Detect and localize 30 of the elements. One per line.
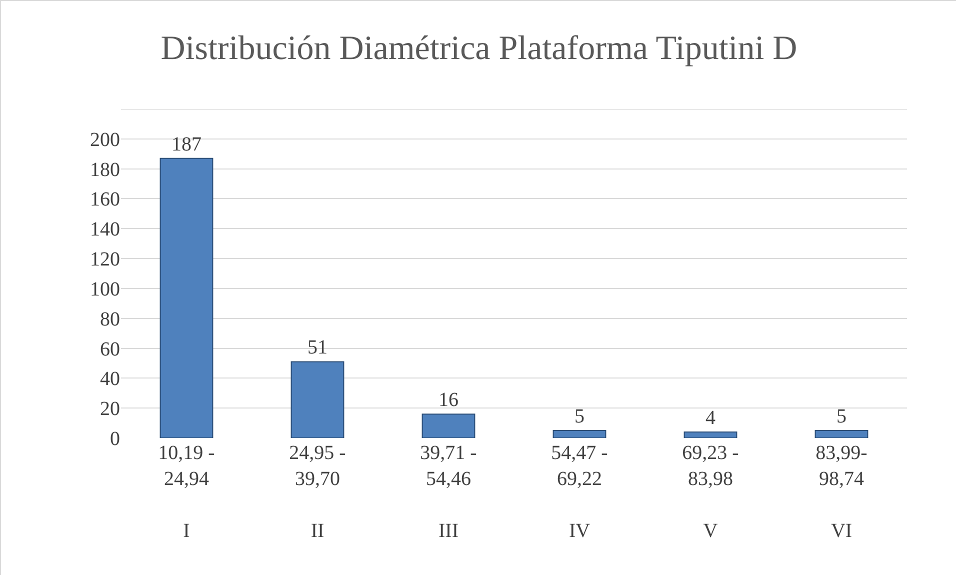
y-tick-label: 180	[90, 158, 120, 181]
y-tick-label: 80	[100, 308, 120, 330]
bar	[684, 432, 738, 438]
y-tick-label: 60	[100, 338, 120, 360]
y-tick-label: 20	[100, 398, 120, 420]
category-label: 54,47 - 69,22 IV	[551, 442, 608, 542]
y-tick-label: 160	[90, 188, 120, 211]
bar	[422, 414, 476, 438]
bar	[290, 361, 344, 438]
chart-title: Distribución Diamétrica Plataforma Tiputini D	[160, 30, 798, 67]
data-label: 5	[574, 406, 584, 428]
data-label: 4	[706, 407, 716, 430]
data-label: 51	[308, 336, 328, 359]
data-label: 16	[438, 389, 458, 412]
bar	[814, 430, 868, 438]
y-tick-label: 140	[90, 218, 120, 241]
data-label: 5	[836, 406, 846, 428]
y-tick-label: 100	[90, 278, 120, 300]
y-tick-label: 0	[110, 428, 120, 450]
category-label: 24,95 - 39,70 II	[289, 442, 346, 542]
y-tick-label: 200	[90, 128, 120, 151]
bar	[160, 158, 214, 438]
y-tick-label: 120	[90, 248, 120, 271]
category-label: 39,71 - 54,46 III	[420, 442, 477, 542]
y-tick-label: 40	[100, 368, 120, 390]
data-label: 187	[172, 133, 202, 156]
category-label: 10,19 - 24,94 I	[158, 442, 215, 542]
bar	[552, 430, 606, 438]
category-label: 69,23 - 83,98 V	[682, 442, 739, 542]
category-label: 83,99- 98,74 VI	[816, 442, 868, 542]
